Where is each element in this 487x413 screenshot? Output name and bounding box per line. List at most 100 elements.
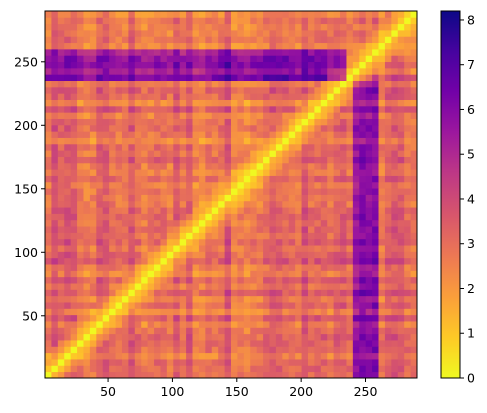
heatmap-cell	[141, 352, 149, 360]
heatmap-cell	[282, 29, 290, 37]
heatmap-cell	[83, 238, 91, 246]
heatmap-cell	[192, 264, 200, 271]
heatmap-cell	[224, 207, 232, 214]
heatmap-cell	[211, 112, 219, 119]
heatmap-cell	[256, 207, 264, 214]
heatmap-cell	[154, 86, 161, 94]
heatmap-cell	[205, 80, 213, 88]
heatmap-cell	[397, 29, 405, 37]
heatmap-cell	[186, 207, 193, 214]
heatmap-cell	[121, 156, 129, 164]
heatmap-cell	[384, 257, 392, 265]
heatmap-cell	[340, 200, 347, 208]
heatmap-cell	[397, 245, 405, 252]
heatmap-cell	[102, 270, 110, 278]
heatmap-cell	[218, 61, 225, 69]
heatmap-cell	[128, 194, 136, 202]
heatmap-cell	[51, 194, 59, 202]
heatmap-cell	[352, 219, 360, 227]
heatmap-cell	[263, 207, 270, 214]
heatmap-cell	[70, 93, 78, 100]
heatmap-cell	[307, 257, 315, 265]
heatmap-cell	[198, 359, 206, 366]
heatmap-cell	[250, 175, 258, 183]
heatmap-cell	[64, 80, 72, 88]
heatmap-cell	[263, 137, 270, 145]
heatmap-cell	[141, 162, 149, 170]
heatmap-cell	[372, 352, 379, 360]
heatmap-cell	[45, 105, 52, 113]
heatmap-cell	[231, 321, 238, 328]
heatmap-cell	[51, 74, 59, 82]
heatmap-cell	[301, 42, 309, 50]
heatmap-cell	[45, 67, 52, 75]
heatmap-cell	[166, 264, 174, 271]
heatmap-cell	[404, 162, 411, 170]
heatmap-cell	[205, 371, 213, 379]
heatmap-cell	[340, 264, 347, 271]
heatmap-cell	[64, 213, 72, 221]
heatmap-cell	[51, 181, 59, 189]
heatmap-cell	[211, 213, 219, 221]
heatmap-cell	[263, 36, 270, 44]
heatmap-cell	[340, 105, 347, 113]
heatmap-cell	[340, 112, 347, 119]
heatmap-cell	[269, 11, 277, 18]
heatmap-cell	[57, 67, 65, 75]
heatmap-cell	[205, 251, 213, 259]
heatmap-cell	[391, 352, 399, 360]
heatmap-cell	[218, 93, 225, 100]
heatmap-cell	[231, 93, 238, 100]
heatmap-cell	[147, 346, 155, 354]
heatmap-cell	[198, 213, 206, 221]
heatmap-cell	[333, 226, 341, 233]
heatmap-cell	[121, 359, 129, 366]
heatmap-cell	[89, 175, 97, 183]
heatmap-cell	[301, 112, 309, 119]
heatmap-cell	[186, 86, 193, 94]
heatmap-cell	[198, 245, 206, 252]
heatmap-cell	[263, 219, 270, 227]
heatmap-cell	[372, 226, 379, 233]
heatmap-cell	[51, 232, 59, 240]
heatmap-cell	[224, 137, 232, 145]
heatmap-cell	[288, 251, 296, 259]
heatmap-cell	[102, 105, 110, 113]
heatmap-cell	[391, 118, 399, 126]
heatmap-cell	[96, 112, 104, 119]
heatmap-cell	[295, 245, 302, 252]
heatmap-cell	[218, 283, 225, 290]
heatmap-cell	[218, 150, 225, 157]
heatmap-cell	[102, 156, 110, 164]
heatmap-cell	[384, 365, 392, 373]
heatmap-cell	[397, 295, 405, 303]
heatmap-cell	[147, 283, 155, 290]
heatmap-cell	[250, 245, 258, 252]
heatmap-cell	[77, 289, 84, 297]
heatmap-cell	[70, 80, 78, 88]
heatmap-cell	[333, 17, 341, 25]
heatmap-cell	[307, 219, 315, 227]
heatmap-cell	[115, 181, 123, 189]
heatmap-cell	[179, 99, 187, 107]
heatmap-cell	[192, 99, 200, 107]
heatmap-cell	[410, 36, 418, 44]
heatmap-cell	[115, 264, 123, 271]
heatmap-cell	[404, 61, 411, 69]
heatmap-cell	[301, 105, 309, 113]
heatmap-cell	[327, 245, 335, 252]
heatmap-cell	[365, 238, 373, 246]
heatmap-cell	[166, 131, 174, 138]
heatmap-cell	[173, 226, 181, 233]
heatmap-cell	[109, 321, 116, 328]
heatmap-cell	[352, 118, 360, 126]
heatmap-cell	[45, 365, 52, 373]
heatmap-cell	[83, 283, 91, 290]
heatmap-cell	[243, 289, 251, 297]
heatmap-cell	[263, 194, 270, 202]
heatmap-cell	[134, 29, 142, 37]
heatmap-cell	[173, 99, 181, 107]
heatmap-cell	[372, 327, 379, 335]
heatmap-cell	[198, 131, 206, 138]
heatmap-cell	[340, 86, 347, 94]
